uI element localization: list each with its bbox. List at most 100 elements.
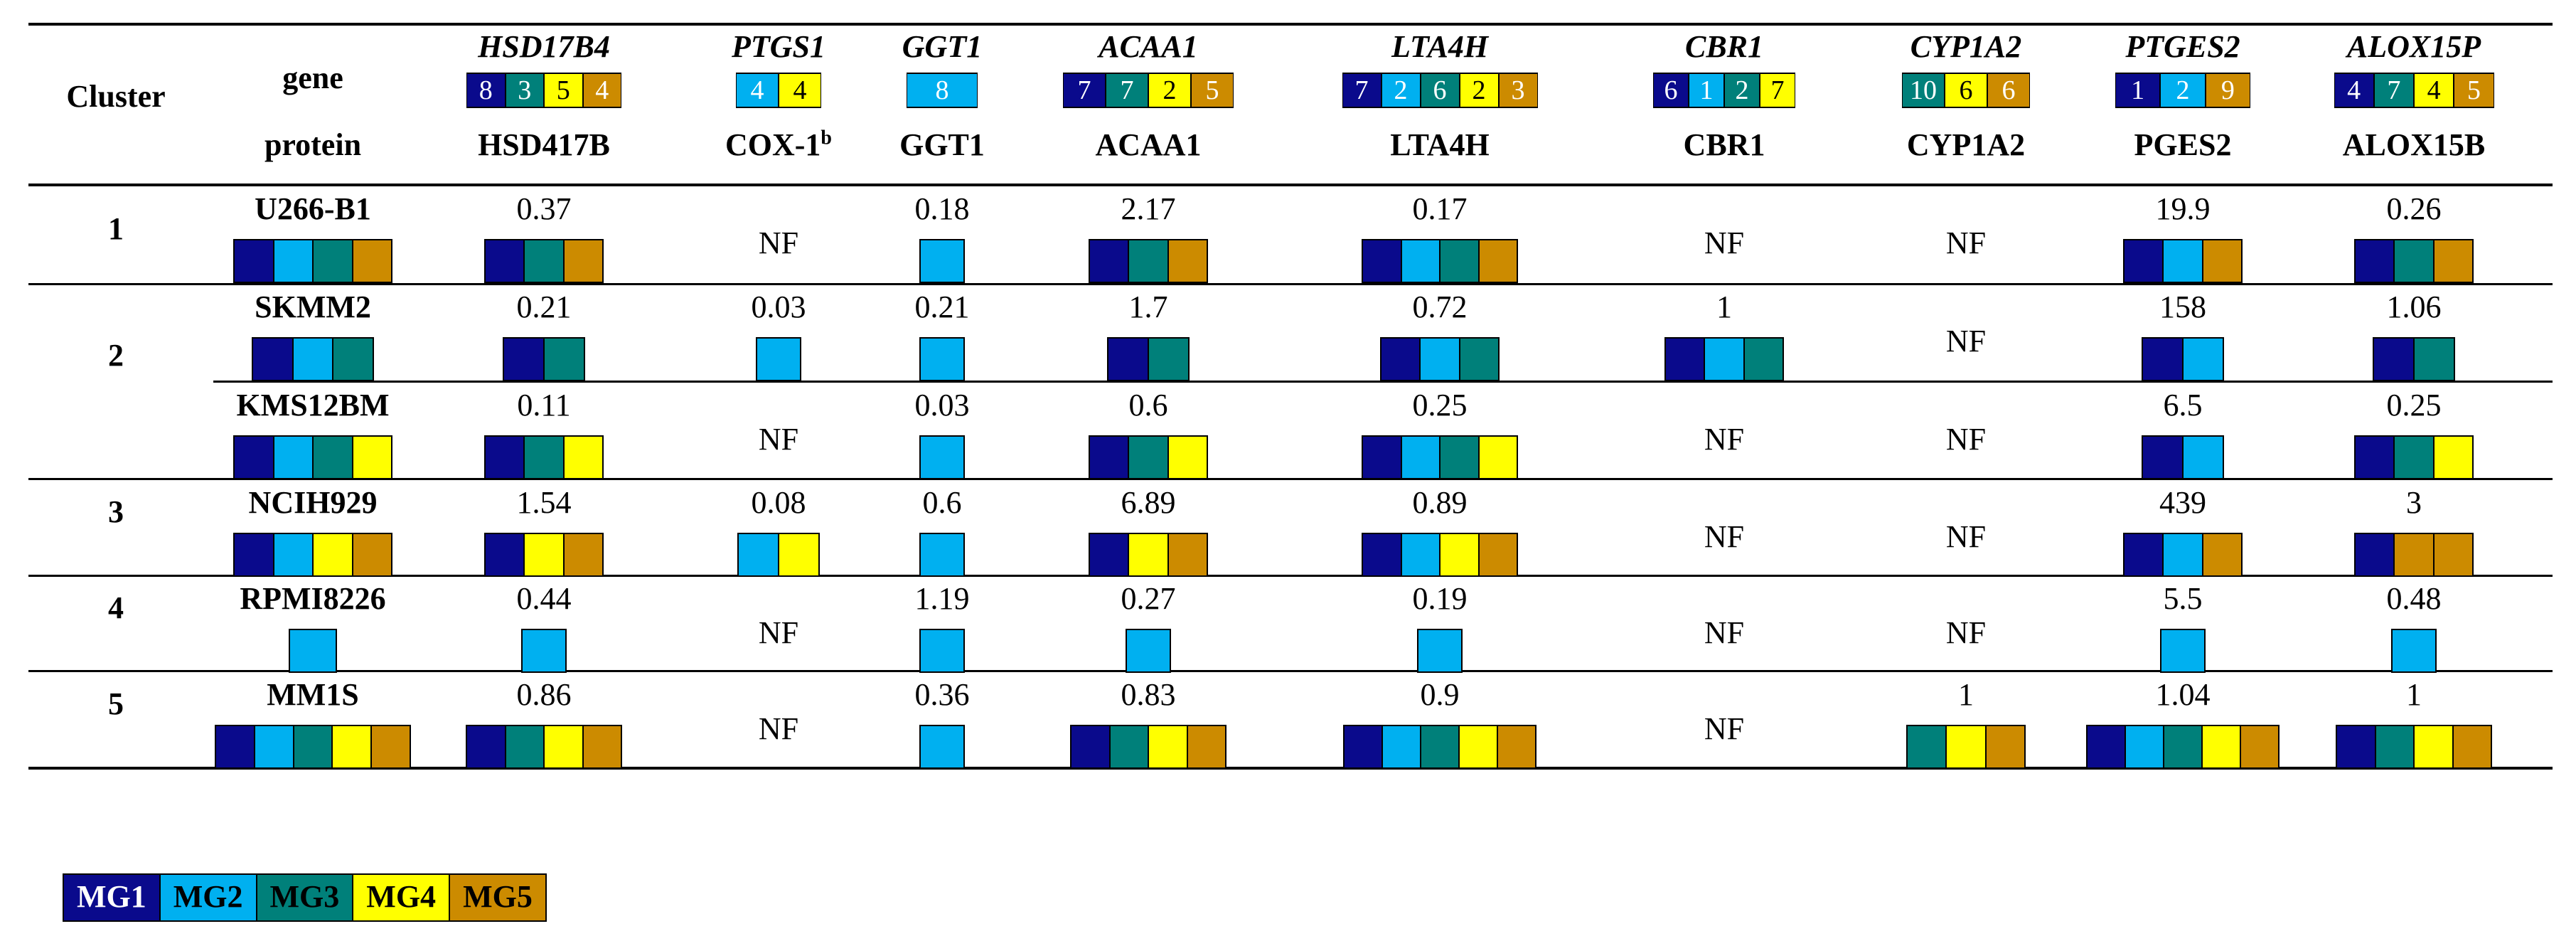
not-found-label: NF (758, 422, 799, 457)
cluster-number: 2 (108, 338, 124, 373)
count-box-mg1: 8 (466, 73, 506, 108)
legend-item-mg5: MG5 (450, 875, 545, 920)
protein-label: HSD417B (478, 127, 610, 162)
expression-value: 1.19 (914, 581, 970, 616)
expression-value: 5.5 (2163, 581, 2203, 616)
count-box-mg5: 3 (1498, 73, 1538, 108)
mg-strip-box-mg2 (921, 240, 963, 282)
expression-value: 0.72 (1412, 289, 1468, 324)
cell-line-mg-strip-box-mg5 (353, 240, 391, 282)
cell-line-mg-strip-box-mg1 (235, 240, 274, 282)
mg-strip (2373, 337, 2455, 381)
mg-strip-box-mg5 (1187, 726, 1225, 767)
expression-value: 1.54 (516, 485, 572, 520)
gene-name-cbr1: CBR1 (1684, 29, 1764, 64)
mg-strip-box-mg3 (545, 339, 584, 380)
mg-strip (2123, 533, 2243, 577)
mg-strip-box-mg3 (1744, 339, 1783, 380)
count-box-mg5: 9 (2205, 73, 2250, 108)
protein-label: LTA4H (1390, 127, 1490, 162)
mg-strip (484, 435, 604, 479)
mg-strip-box-mg2 (1418, 630, 1461, 671)
mg-strip-box-mg3 (2395, 437, 2435, 478)
mg-strip-box-mg3 (1129, 437, 1169, 478)
mg-strip-box-mg1 (2088, 726, 2126, 767)
mg-strip-box-mg3 (1421, 726, 1460, 767)
mg-strip-box-mg3 (1441, 240, 1480, 282)
cell-line-mg-strip-box-mg1 (235, 437, 274, 478)
count-box-mg3: 6 (1420, 73, 1460, 108)
mg-strip (2354, 435, 2474, 479)
mg-strip (2336, 725, 2492, 769)
mg-strip (1380, 337, 1500, 381)
count-box-mg5: 4 (582, 73, 621, 108)
mg-strip-box-mg1 (2356, 437, 2395, 478)
mg-strip-box-mg5 (583, 726, 621, 767)
mg-strip-box-mg4 (1149, 726, 1188, 767)
mg-strip-box-mg1 (1666, 339, 1706, 380)
mg-strip (919, 435, 965, 479)
expression-value: 1 (1716, 289, 1732, 324)
not-found-label: NF (1704, 615, 1745, 650)
mg-strip-box-mg3 (525, 437, 565, 478)
count-box-mg4: 2 (1148, 73, 1191, 108)
cluster-number: 5 (108, 686, 124, 721)
count-box-mg1: 1 (2115, 73, 2161, 108)
mg-strip-box-mg2 (921, 534, 963, 575)
count-box-mg5: 5 (2454, 73, 2494, 108)
mg-strip-box-mg1 (1108, 339, 1149, 380)
mg-strip-box-mg1 (1071, 726, 1111, 767)
expression-value: 1.04 (2155, 677, 2211, 712)
mg-strip-box-mg1 (2356, 240, 2395, 282)
mg-strip-box-mg2 (523, 630, 565, 671)
not-found-label: NF (1704, 711, 1745, 746)
mg-strip (1362, 435, 1518, 479)
cell-line-mg-strip-box-mg2 (274, 437, 314, 478)
mg-strip-box-mg2 (2161, 630, 2204, 671)
header-rule (28, 184, 2553, 186)
protein-name-ggt1: GGT1 (899, 127, 985, 163)
mg-strip (1126, 629, 1171, 673)
count-box-mg2: 1 (1689, 73, 1724, 108)
cluster-number: 1 (108, 211, 124, 246)
mg-strip-box-mg3 (2395, 240, 2435, 282)
mg-strip (1089, 239, 1208, 283)
mg-strip (1107, 337, 1190, 381)
protein-label: CYP1A2 (1906, 127, 2026, 162)
cell-line-mg-strip (233, 533, 392, 577)
mg-strip-box-mg2 (2126, 726, 2164, 767)
expression-value: 1 (2406, 677, 2422, 712)
mg-strip-box-mg2 (1383, 726, 1421, 767)
mg-strip (1343, 725, 1536, 769)
mg-strip-box-mg1 (1090, 437, 1130, 478)
cell-line-mg-strip (289, 629, 337, 673)
mg-strip (2086, 725, 2280, 769)
row-rule-5 (28, 670, 2553, 672)
mg-strip-box-mg3 (506, 726, 545, 767)
mg-strip-box-mg5 (2395, 534, 2435, 575)
mg-strip (2142, 435, 2224, 479)
mg-strip-box-mg1 (2125, 240, 2164, 282)
mg-strip-box-mg5 (2434, 240, 2472, 282)
mg-strip-box-mg3 (2375, 726, 2415, 767)
count-box-mg3: 2 (1724, 73, 1760, 108)
cell-line-mg-strip (233, 239, 392, 283)
protein-name-alox15b: ALOX15B (2343, 127, 2485, 163)
cell-line-name: U266-B1 (255, 191, 371, 226)
mg-strip-box-mg2 (2164, 240, 2203, 282)
expression-value: 0.25 (2386, 388, 2442, 422)
not-found-label: NF (1945, 422, 1987, 457)
cell-line-name: MM1S (267, 677, 359, 712)
protein-label: PGES2 (2134, 127, 2232, 162)
mg-strip-box-mg1 (1345, 726, 1383, 767)
mg-strip-box-mg1 (1363, 534, 1402, 575)
mg-strip (919, 239, 965, 283)
mg-strip-box-mg2 (1421, 339, 1460, 380)
count-box-mg4: 4 (2414, 73, 2454, 108)
mg-strip (1417, 629, 1463, 673)
cell-line-mg-strip-box-mg2 (290, 630, 336, 671)
mg-strip (1070, 725, 1226, 769)
